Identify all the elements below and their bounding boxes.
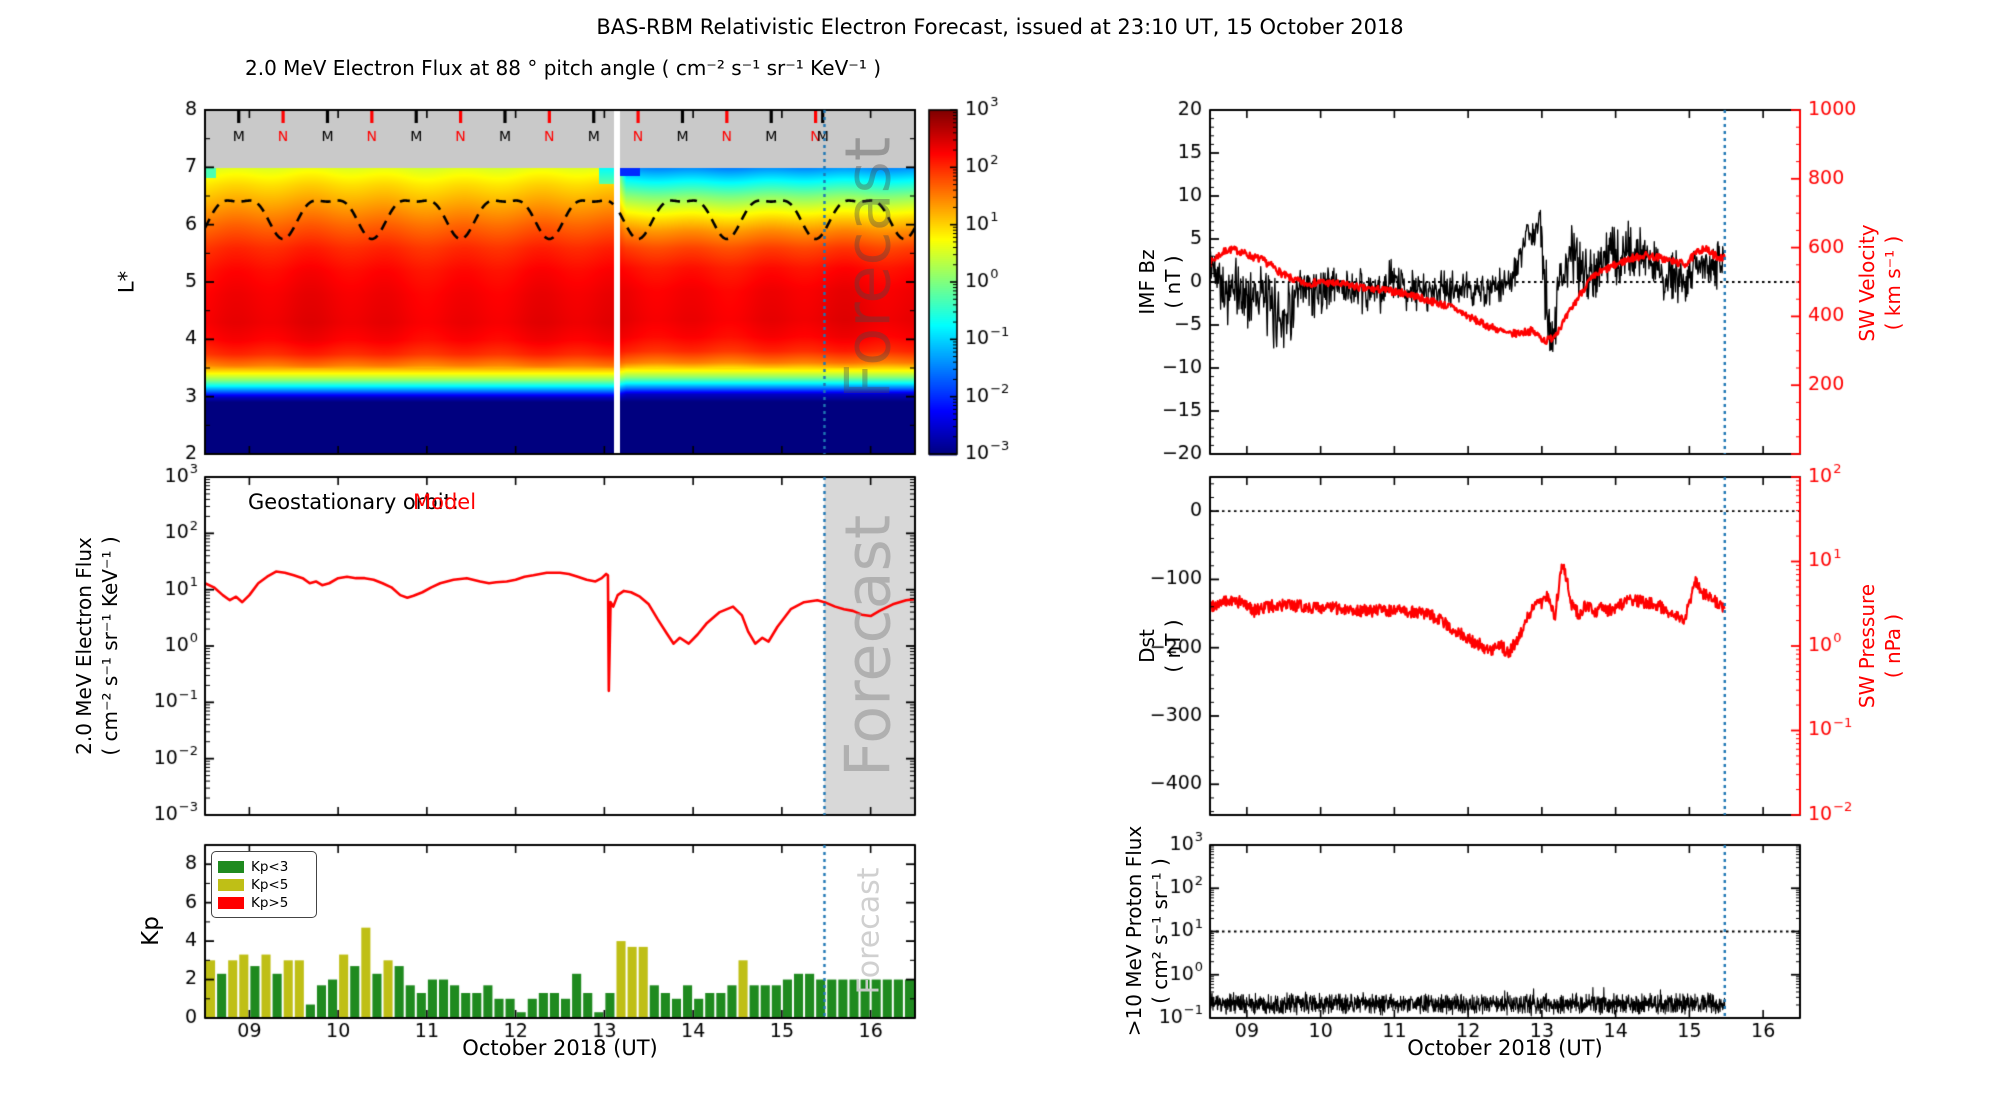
kp-legend-item: Kp<5 [218,877,310,893]
sw-pressure-axis-label: SW Pressure ( nPa ) [1855,583,1905,709]
forecast-watermark-heatmap: Forecast [831,136,905,400]
kp-legend-item: Kp>5 [218,895,310,911]
imf-sw-panel [1210,110,1800,455]
x-axis-label-left: October 2018 (UT) [462,1036,658,1060]
geo-flux-panel [205,477,915,815]
lstar-axis-label: L* [114,270,139,294]
forecast-watermark-geo: Forecast [831,514,905,778]
forecast-watermark-kp: Forecast [851,867,887,995]
dst-axis-label: Dst ( nT ) [1135,619,1185,673]
flux-heatmap-panel [205,110,915,454]
imf-bz-axis-label: IMF Bz ( nT ) [1135,249,1185,315]
kp-green-swatch [218,861,244,873]
kp-axis-label: Kp [138,916,165,946]
kp-legend-item: Kp<3 [218,859,310,875]
proton-panel [1210,845,1800,1018]
geo-legend-prefix: Geostationary orbit: [248,490,459,514]
kp-yellow-swatch [218,879,244,891]
dst-pressure-panel [1210,477,1800,815]
heatmap-title: 2.0 MeV Electron Flux at 88 ° pitch angl… [244,56,882,80]
sw-velocity-axis-label: SW Velocity ( km s⁻¹ ) [1855,224,1905,342]
electron-flux-axis-label: 2.0 MeV Electron Flux ( cm⁻² s⁻¹ sr⁻¹ Ke… [72,536,122,756]
main-title: BAS-RBM Relativistic Electron Forecast, … [596,15,1404,39]
geo-legend-model: Model [413,490,477,514]
kp-legend: Kp<3 Kp<5 Kp>5 [211,851,317,918]
proton-flux-axis-label: >10 MeV Proton Flux ( cm² s⁻¹ sr⁻¹ ) [1122,825,1172,1037]
kp-red-swatch [218,897,244,909]
colorbar [929,110,957,454]
x-axis-label-right: October 2018 (UT) [1407,1036,1603,1060]
